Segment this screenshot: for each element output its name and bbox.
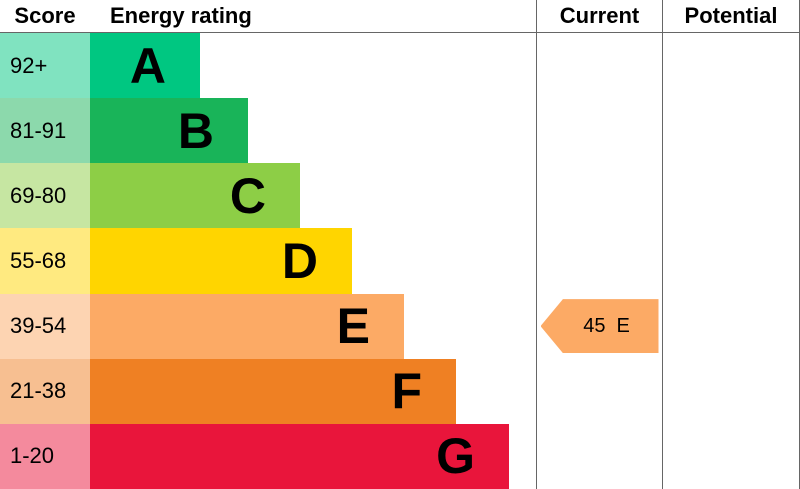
- potential-cell: [662, 293, 800, 359]
- rating-area: C: [90, 163, 536, 229]
- band-row: 1-20 G: [0, 423, 800, 489]
- rating-area: D: [90, 228, 536, 294]
- score-cell: 69-80: [0, 163, 90, 229]
- rating-bar: G: [90, 423, 509, 489]
- potential-cell: [662, 228, 800, 294]
- rating-bar: C: [90, 163, 300, 229]
- score-cell: 81-91: [0, 98, 90, 164]
- band-row: 69-80 C: [0, 163, 800, 229]
- score-cell: 55-68: [0, 228, 90, 294]
- rating-area: G: [90, 423, 536, 489]
- potential-cell: [662, 423, 800, 489]
- band-row: 21-38 F: [0, 358, 800, 424]
- current-value: 45: [583, 314, 606, 337]
- energy-rating-header: Energy rating: [110, 3, 252, 28]
- current-arrow: 45 E: [540, 299, 659, 354]
- potential-header: Potential: [662, 0, 800, 32]
- current-cell: [536, 358, 662, 424]
- current-cell: [536, 228, 662, 294]
- current-letter: E: [616, 314, 630, 337]
- score-cell: 39-54: [0, 293, 90, 359]
- potential-cell: [662, 33, 800, 99]
- rating-bar: D: [90, 228, 352, 294]
- rating-area: F: [90, 358, 536, 424]
- bands-container: 92+ A 81-91 B 69-80 C 55-68: [0, 33, 800, 489]
- band-row: 92+ A: [0, 33, 800, 99]
- current-header: Current: [536, 0, 662, 32]
- score-header: Score: [14, 3, 76, 28]
- rating-area: E: [90, 293, 536, 359]
- rating-bar: B: [90, 98, 248, 164]
- current-cell: [536, 423, 662, 489]
- rating-area: A: [90, 33, 536, 99]
- band-row: 55-68 D: [0, 228, 800, 294]
- current-cell: 45 E: [536, 293, 662, 359]
- current-cell: [536, 163, 662, 229]
- rating-bar: F: [90, 358, 456, 424]
- band-row: 39-54 E 45 E: [0, 293, 800, 359]
- score-cell: 92+: [0, 33, 90, 99]
- rating-area: B: [90, 98, 536, 164]
- current-cell: [536, 98, 662, 164]
- potential-cell: [662, 98, 800, 164]
- score-cell: 1-20: [0, 423, 90, 489]
- rating-bar: E: [90, 293, 404, 359]
- potential-cell: [662, 163, 800, 229]
- band-row: 81-91 B: [0, 98, 800, 164]
- score-cell: 21-38: [0, 358, 90, 424]
- chart-header: Score Energy rating Current Potential: [0, 0, 800, 33]
- rating-bar: A: [90, 33, 200, 99]
- potential-cell: [662, 358, 800, 424]
- current-cell: [536, 33, 662, 99]
